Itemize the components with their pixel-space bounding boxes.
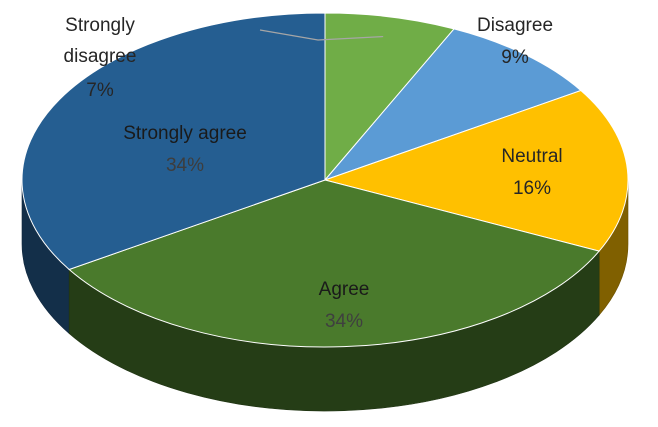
label-value-strongly-disagree: 7% [86, 80, 114, 101]
pie-slice-agree [68, 179, 601, 348]
label-value-disagree: 9% [501, 47, 529, 68]
label-value-agree: 34% [325, 311, 363, 332]
leader-line-strongly-disagree [259, 29, 384, 41]
label-value-neutral: 16% [513, 178, 551, 199]
label-value-strongly-agree: 34% [166, 155, 204, 176]
label-name-strongly-agree: Strongly agree [123, 123, 247, 144]
pie-slice-strongly-agree [21, 12, 326, 271]
label-name-agree: Agree [319, 279, 370, 300]
label-name-strongly-disagree-line2: disagree [64, 46, 137, 67]
pie-slice-neutral [323, 89, 629, 252]
label-name-strongly-disagree-line1: Strongly [65, 15, 135, 36]
pie-slice-disagree [323, 28, 582, 182]
pie-slice-strongly-disagree [324, 12, 455, 182]
label-name-disagree: Disagree [477, 15, 553, 36]
label-name-neutral: Neutral [501, 146, 562, 167]
